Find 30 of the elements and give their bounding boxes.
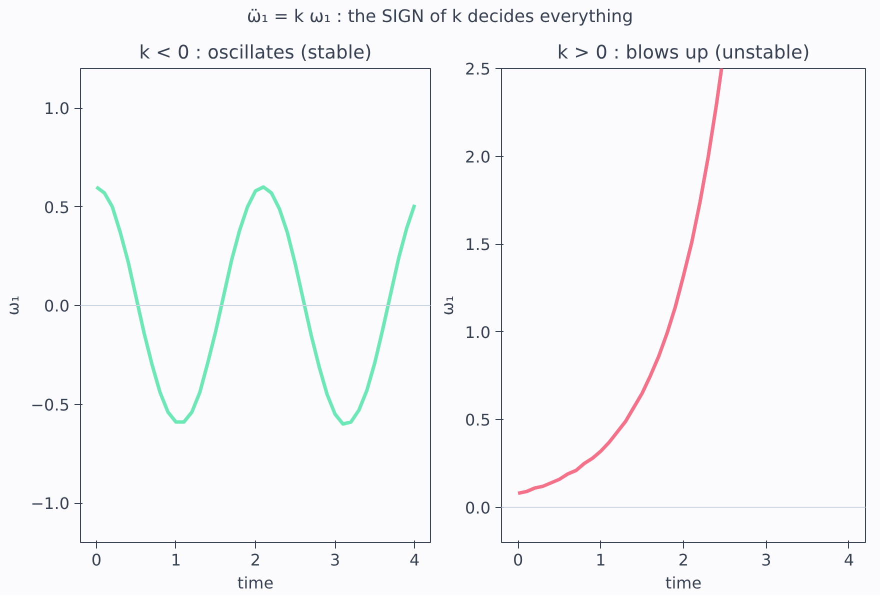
chart-title: k > 0 : blows up (unstable)	[557, 42, 810, 64]
x-tick-label: 4	[410, 550, 420, 570]
text: ω̈₁ = k ω₁ : the SIGN of k decides everything	[246, 6, 634, 29]
x-tick-label: 2	[250, 550, 261, 570]
y-tick-label: 0.0	[465, 498, 491, 518]
y-axis-title: ω₁	[438, 295, 458, 316]
y-tick-label: 0.5	[44, 198, 70, 216]
x-tick-label: 2	[678, 550, 689, 570]
y-tick-label: 2.5	[465, 59, 491, 78]
x-axis-title: time	[665, 573, 702, 592]
x-tick-label: 4	[844, 550, 854, 570]
x-tick-label: 0	[512, 550, 524, 570]
y-axis-title: ω₁	[4, 295, 23, 316]
y-tick-label: 1.0	[465, 322, 491, 342]
y-tick-label: −1.0	[30, 494, 70, 513]
x-tick-label: 3	[761, 550, 772, 570]
x-tick-label: 1	[170, 550, 182, 570]
y-tick-label: 1.5	[465, 234, 491, 254]
y-tick-label: 2.0	[465, 147, 491, 166]
x-axis-title: time	[237, 573, 274, 592]
line-series	[94, 185, 416, 426]
line-series	[516, 68, 724, 495]
x-tick-label: 0	[91, 550, 102, 570]
y-tick-label: 0.0	[44, 296, 70, 316]
y-tick-label: 0.5	[465, 410, 491, 430]
x-tick-label: 3	[330, 550, 340, 570]
y-tick-label: −0.5	[30, 395, 70, 414]
y-tick-label: 1.0	[44, 98, 70, 118]
x-tick-label: 1	[596, 550, 606, 570]
chart-title: k < 0 : oscillates (stable)	[139, 42, 372, 64]
